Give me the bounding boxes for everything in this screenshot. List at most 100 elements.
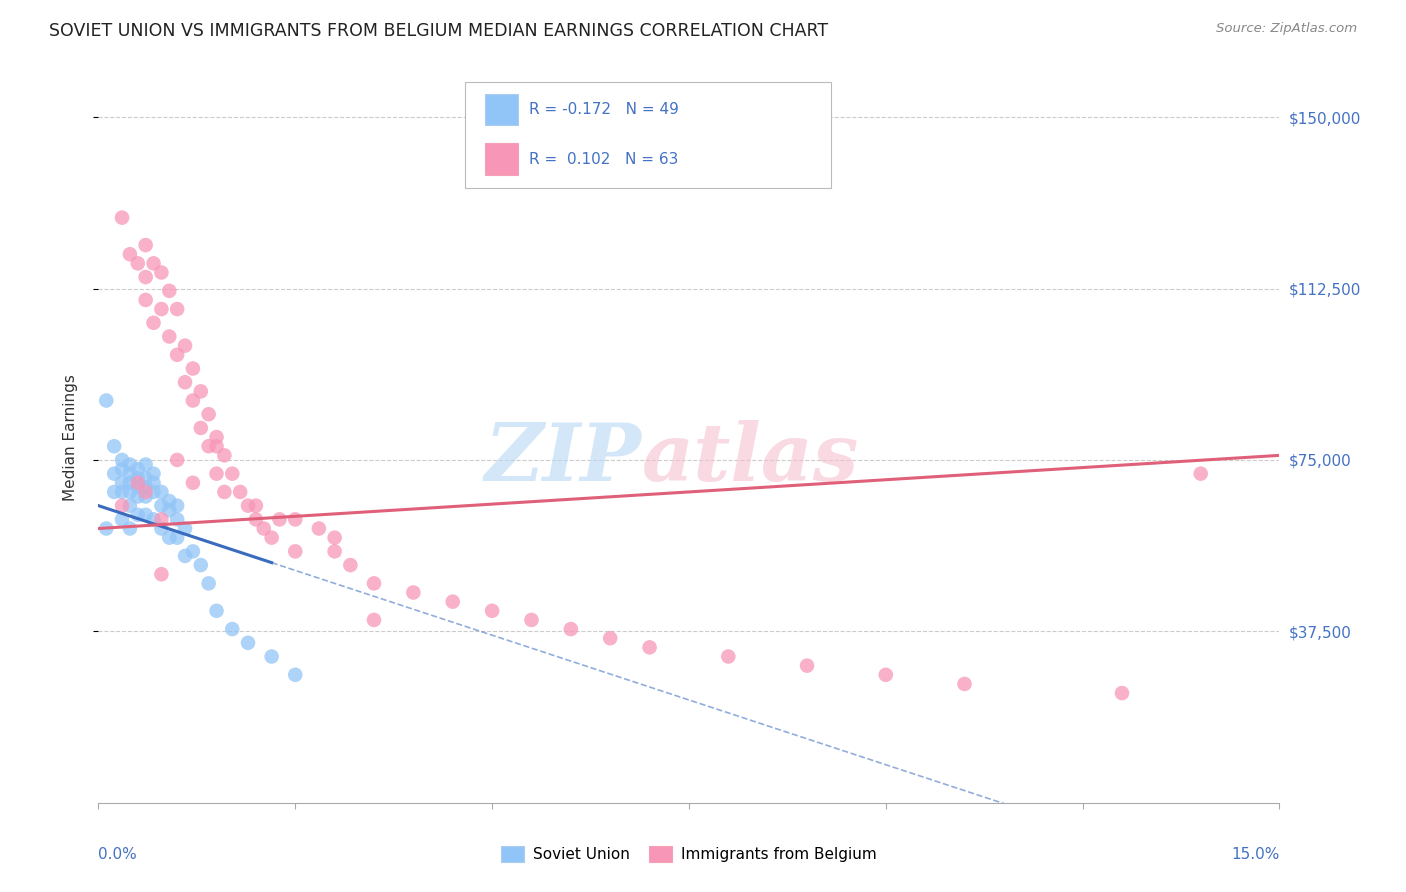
- Point: [142, 475, 165, 490]
- Point: [284, 544, 307, 558]
- Point: [323, 544, 346, 558]
- Point: [157, 494, 180, 508]
- Point: [205, 439, 228, 453]
- Text: Source: ZipAtlas.com: Source: ZipAtlas.com: [1216, 22, 1357, 36]
- Point: [717, 649, 740, 664]
- Point: [118, 499, 141, 513]
- Point: [157, 284, 180, 298]
- Point: [190, 421, 212, 435]
- Point: [150, 521, 173, 535]
- Point: [118, 247, 141, 261]
- Point: [142, 316, 165, 330]
- Point: [875, 667, 897, 681]
- Point: [150, 484, 173, 499]
- Point: [953, 677, 976, 691]
- Point: [118, 458, 141, 472]
- Point: [111, 512, 134, 526]
- Point: [96, 521, 118, 535]
- Point: [142, 256, 165, 270]
- Point: [118, 467, 141, 481]
- Point: [135, 484, 157, 499]
- Point: [135, 471, 157, 485]
- Legend: Soviet Union, Immigrants from Belgium: Soviet Union, Immigrants from Belgium: [495, 840, 883, 868]
- Point: [181, 475, 204, 490]
- Point: [260, 531, 283, 545]
- Point: [103, 439, 125, 453]
- Point: [205, 467, 228, 481]
- Point: [205, 430, 228, 444]
- Point: [560, 622, 582, 636]
- Point: [166, 512, 188, 526]
- Point: [197, 576, 219, 591]
- FancyBboxPatch shape: [464, 82, 831, 188]
- Point: [111, 211, 134, 225]
- Point: [166, 531, 188, 545]
- Point: [197, 439, 219, 453]
- Point: [363, 576, 385, 591]
- Y-axis label: Median Earnings: Median Earnings: [63, 374, 77, 500]
- Point: [245, 512, 267, 526]
- Point: [118, 484, 141, 499]
- Point: [135, 293, 157, 307]
- Point: [441, 594, 464, 608]
- Point: [111, 499, 134, 513]
- Point: [157, 503, 180, 517]
- Point: [236, 499, 259, 513]
- Point: [127, 256, 149, 270]
- Point: [402, 585, 425, 599]
- Point: [150, 266, 173, 280]
- Point: [127, 480, 149, 494]
- Point: [236, 636, 259, 650]
- Text: SOVIET UNION VS IMMIGRANTS FROM BELGIUM MEDIAN EARNINGS CORRELATION CHART: SOVIET UNION VS IMMIGRANTS FROM BELGIUM …: [49, 22, 828, 40]
- Text: 0.0%: 0.0%: [98, 847, 138, 862]
- Point: [127, 462, 149, 476]
- Point: [142, 484, 165, 499]
- Point: [284, 512, 307, 526]
- Point: [166, 453, 188, 467]
- Point: [229, 484, 252, 499]
- Point: [284, 667, 307, 681]
- Point: [214, 448, 236, 462]
- Point: [260, 649, 283, 664]
- Point: [118, 475, 141, 490]
- Point: [205, 604, 228, 618]
- Point: [181, 393, 204, 408]
- Point: [339, 558, 361, 573]
- Point: [142, 467, 165, 481]
- Point: [363, 613, 385, 627]
- Text: 15.0%: 15.0%: [1232, 847, 1279, 862]
- Point: [127, 490, 149, 504]
- Point: [150, 567, 173, 582]
- Point: [174, 338, 197, 352]
- Point: [111, 453, 134, 467]
- Point: [103, 467, 125, 481]
- Point: [214, 484, 236, 499]
- Point: [127, 471, 149, 485]
- Point: [96, 393, 118, 408]
- Point: [245, 499, 267, 513]
- Point: [127, 508, 149, 522]
- Point: [221, 622, 243, 636]
- Point: [181, 544, 204, 558]
- Point: [157, 531, 180, 545]
- Point: [166, 301, 188, 317]
- Point: [221, 467, 243, 481]
- Point: [127, 475, 149, 490]
- Text: R = -0.172   N = 49: R = -0.172 N = 49: [530, 103, 679, 117]
- Point: [150, 512, 173, 526]
- FancyBboxPatch shape: [485, 144, 517, 175]
- Point: [142, 512, 165, 526]
- Point: [308, 521, 330, 535]
- Point: [323, 531, 346, 545]
- Point: [135, 480, 157, 494]
- Point: [118, 521, 141, 535]
- Point: [166, 499, 188, 513]
- Text: atlas: atlas: [641, 420, 859, 498]
- Point: [796, 658, 818, 673]
- Point: [253, 521, 276, 535]
- Point: [269, 512, 291, 526]
- Point: [599, 632, 621, 646]
- Point: [135, 238, 157, 252]
- Point: [157, 329, 180, 343]
- FancyBboxPatch shape: [485, 94, 517, 126]
